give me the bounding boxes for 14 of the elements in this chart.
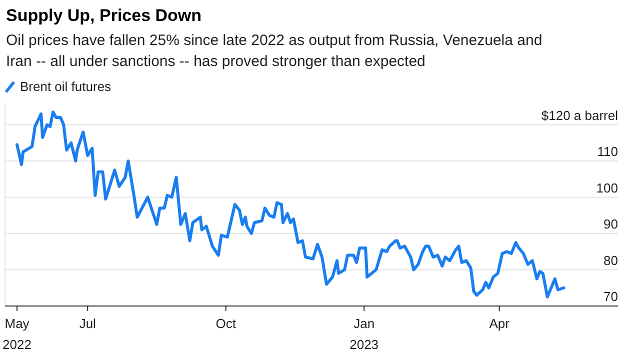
x-tick-label: Jul [79,316,96,331]
chart-subtitle: Oil prices have fallen 25% since late 2022 as output from Russia, Venezuela and Iran -- all under sanctions -- has proved stronger than expected [6,32,542,70]
x-tick-label: Jan 2023 [350,316,379,352]
y-tick-label: 90 [604,216,618,232]
y-tick-label: 100 [596,180,618,196]
x-tick-label: Oct [216,316,236,331]
y-tick-label: 110 [597,144,618,159]
y-tick-label: $120 a barrel [541,108,618,123]
x-tick-label: May 2022 [2,316,32,352]
y-tick-label: 70 [604,289,618,304]
x-tick-label: Apr [489,316,510,331]
legend-label: Brent oil futures [20,79,112,94]
y-tick-label: 80 [604,252,618,268]
chart-title: Supply Up, Prices Down [6,6,202,25]
